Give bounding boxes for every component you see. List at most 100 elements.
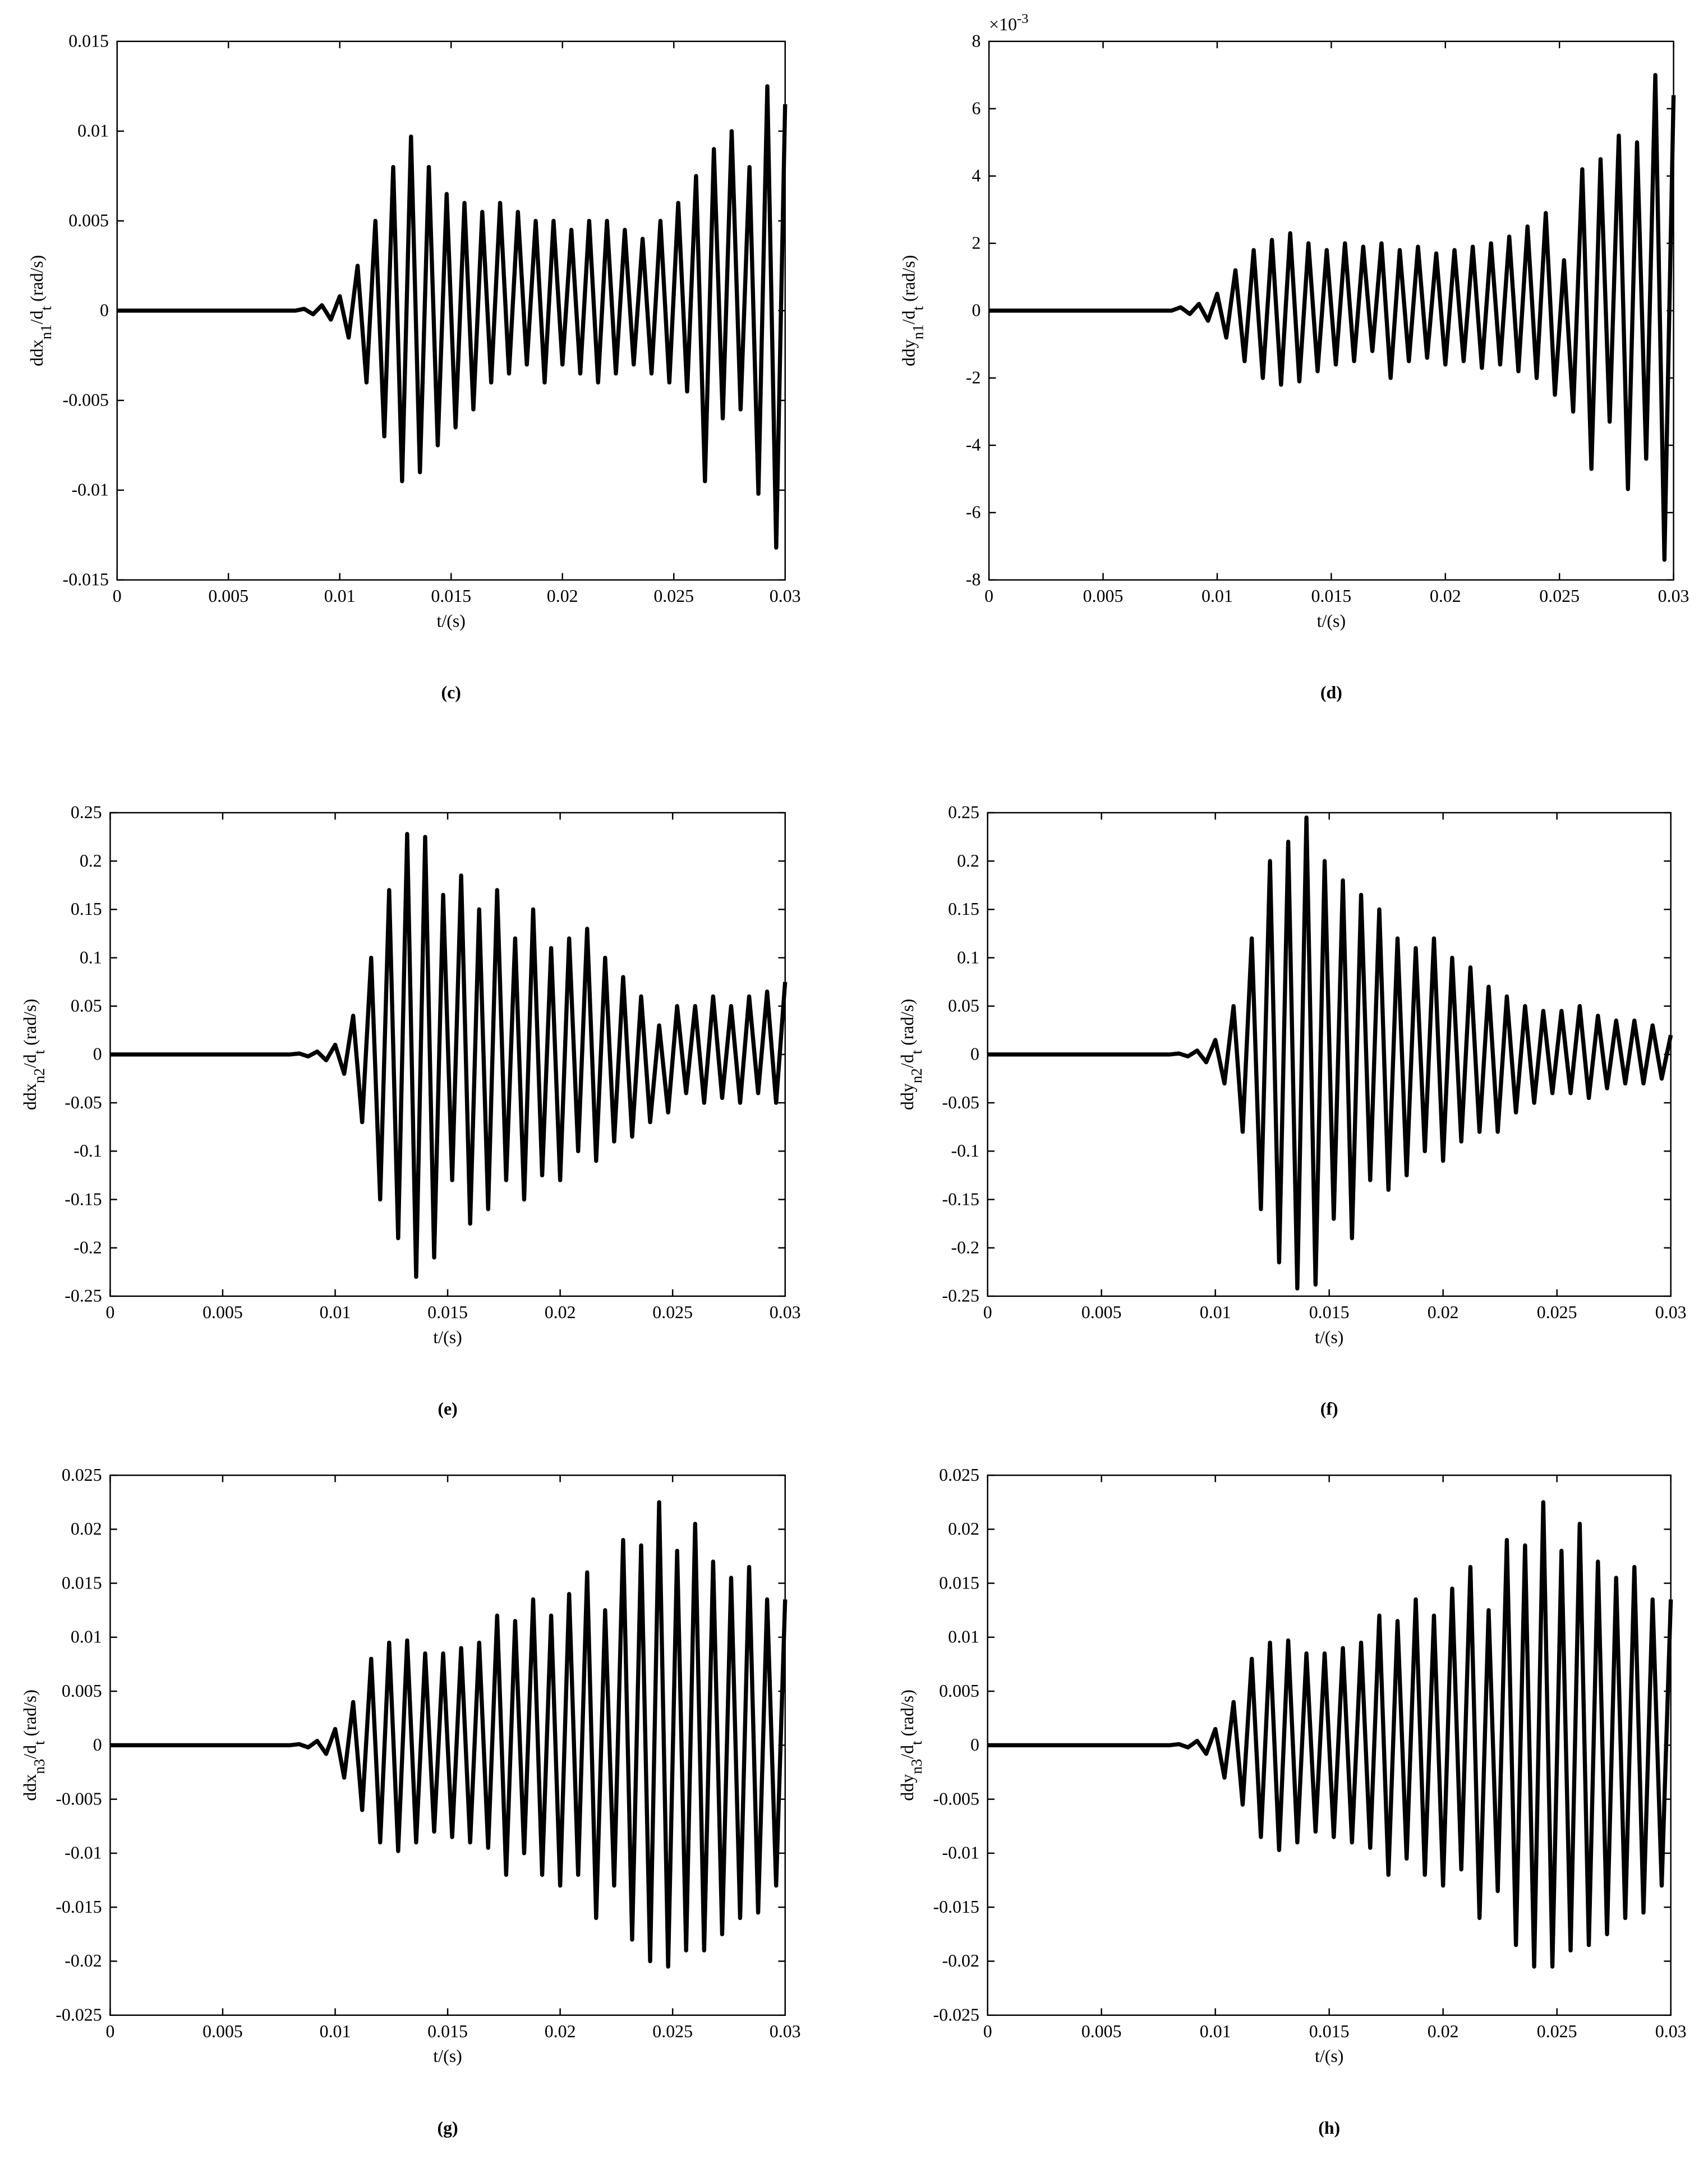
y-tick-label: 0.01 [948,1627,979,1647]
y-tick-label: 0 [93,1044,102,1064]
y-tick-label: 0.15 [948,899,979,919]
y-tick-label: 0 [100,301,109,320]
y-tick-label: 0.02 [71,1519,102,1539]
y-axis-label-part: (rad/s) [27,255,47,306]
y-tick-label: -0.01 [65,1843,102,1863]
y-axis-label: ddyn3/dt (rad/s) [897,1689,925,1801]
x-axis-label: t/(s) [1315,2046,1343,2066]
y-axis-label-part: ddy [897,1774,917,1801]
x-tick-label: 0.015 [1311,586,1351,606]
y-axis-label: ddxn3/dt (rad/s) [20,1689,48,1801]
y-tick-label: -0.2 [73,1237,102,1257]
y-axis-label-part: t [910,306,927,310]
x-tick-label: 0.03 [1655,2022,1687,2041]
x-tick-label: 0.03 [770,586,801,606]
y-tick-label: -0.02 [65,1951,102,1970]
x-axis-label: t/(s) [433,1327,462,1347]
y-tick-label: 0.25 [71,803,102,822]
y-tick-label: 0.01 [77,121,109,141]
data-line [987,1500,1673,1969]
y-tick-label: 0.015 [68,31,109,51]
y-axis-label-part: t [908,1049,925,1054]
axis-multiplier: ×10-3 [989,11,1028,35]
x-tick-label: 0.01 [1200,2022,1231,2041]
panel-label: (c) [441,683,461,702]
y-axis-label-part: ddx [27,339,47,366]
y-axis-label-part: (rad/s) [899,255,919,306]
data-line [987,815,1673,1291]
y-tick-label: 0.25 [948,803,979,822]
x-tick-label: 0.015 [427,2022,468,2041]
y-axis-label-part: (rad/s) [897,999,917,1050]
y-tick-label: 0.015 [939,1573,979,1592]
x-tick-label: 0.015 [1309,2022,1350,2041]
y-tick-label: 0.1 [80,947,102,967]
y-tick-label: -0.15 [942,1189,979,1209]
y-tick-label: -0.005 [63,390,109,410]
data-line [110,1500,788,1969]
panel-label: (e) [438,1399,457,1419]
y-tick-label: -0.015 [56,1897,102,1917]
x-tick-label: 0.01 [1201,586,1233,606]
x-tick-label: 0.025 [1537,1302,1577,1322]
x-tick-label: 0.015 [431,586,471,606]
y-axis-label: ddxn2/dt (rad/s) [20,999,48,1110]
x-tick-label: 0 [984,586,993,606]
y-axis-label: ddyn2/dt (rad/s) [897,999,925,1110]
y-axis-label: ddxn1/dt (rad/s) [27,255,54,366]
y-tick-label: -0.05 [942,1093,979,1112]
y-tick-label: 0.005 [62,1681,102,1701]
y-tick-label: 0.2 [80,851,102,871]
y-tick-label: 0.15 [71,899,102,919]
y-axis-label-part: n3 [908,1759,925,1774]
y-tick-label: -0.05 [65,1093,102,1112]
y-tick-label: -2 [966,368,981,388]
y-tick-label: -0.005 [56,1789,102,1808]
y-tick-label: -0.25 [65,1286,102,1306]
y-tick-label: 4 [972,166,980,186]
y-axis-label-part: n2 [31,1068,48,1083]
y-axis-label-part: (rad/s) [20,1689,40,1741]
y-tick-label: 0.005 [939,1681,979,1701]
y-axis-label-part: t [908,1741,925,1745]
y-tick-label: 0 [970,1735,979,1755]
x-tick-label: 0.025 [652,2022,693,2041]
y-tick-label: 6 [972,99,980,118]
y-tick-label: -0.1 [951,1141,979,1161]
y-tick-label: -8 [966,570,981,590]
y-axis-label-part: t [38,306,54,310]
y-axis-label-part: n1 [910,324,927,339]
y-tick-label: -6 [966,503,981,522]
x-tick-label: 0.025 [652,1302,693,1322]
x-tick-label: 0.025 [1537,2022,1577,2041]
y-tick-label: -0.025 [933,2005,979,2025]
x-tick-label: 0 [105,1302,114,1322]
y-tick-label: 0.025 [62,1465,102,1485]
y-tick-label: 0 [972,301,980,320]
x-axis-label: t/(s) [433,2046,462,2066]
y-tick-label: 0.005 [68,211,109,231]
x-axis-label: t/(s) [437,611,466,630]
x-tick-label: 0 [113,586,122,606]
y-tick-label: -0.1 [73,1141,102,1161]
y-axis-label-part: ddx [20,1083,40,1110]
y-tick-label: -0.005 [933,1789,979,1808]
data-line [989,73,1676,562]
x-tick-label: 0.015 [1309,1302,1350,1322]
y-tick-label: 0.02 [948,1519,979,1539]
x-tick-label: 0.005 [208,586,248,606]
y-axis-label-part: t [31,1741,48,1745]
y-tick-label: -0.15 [65,1189,102,1209]
panel-label: (g) [437,2118,458,2138]
y-axis-label-part: /d [20,1745,40,1759]
y-tick-label: -4 [966,435,981,455]
y-axis-label-part: ddy [897,1083,917,1110]
x-tick-label: 0.01 [320,1302,351,1322]
y-axis-label-part: (rad/s) [897,1689,917,1741]
x-tick-label: 0.02 [545,1302,576,1322]
x-tick-label: 0.005 [202,1302,243,1322]
y-tick-label: -0.2 [951,1237,979,1257]
x-tick-label: 0.01 [1200,1302,1231,1322]
